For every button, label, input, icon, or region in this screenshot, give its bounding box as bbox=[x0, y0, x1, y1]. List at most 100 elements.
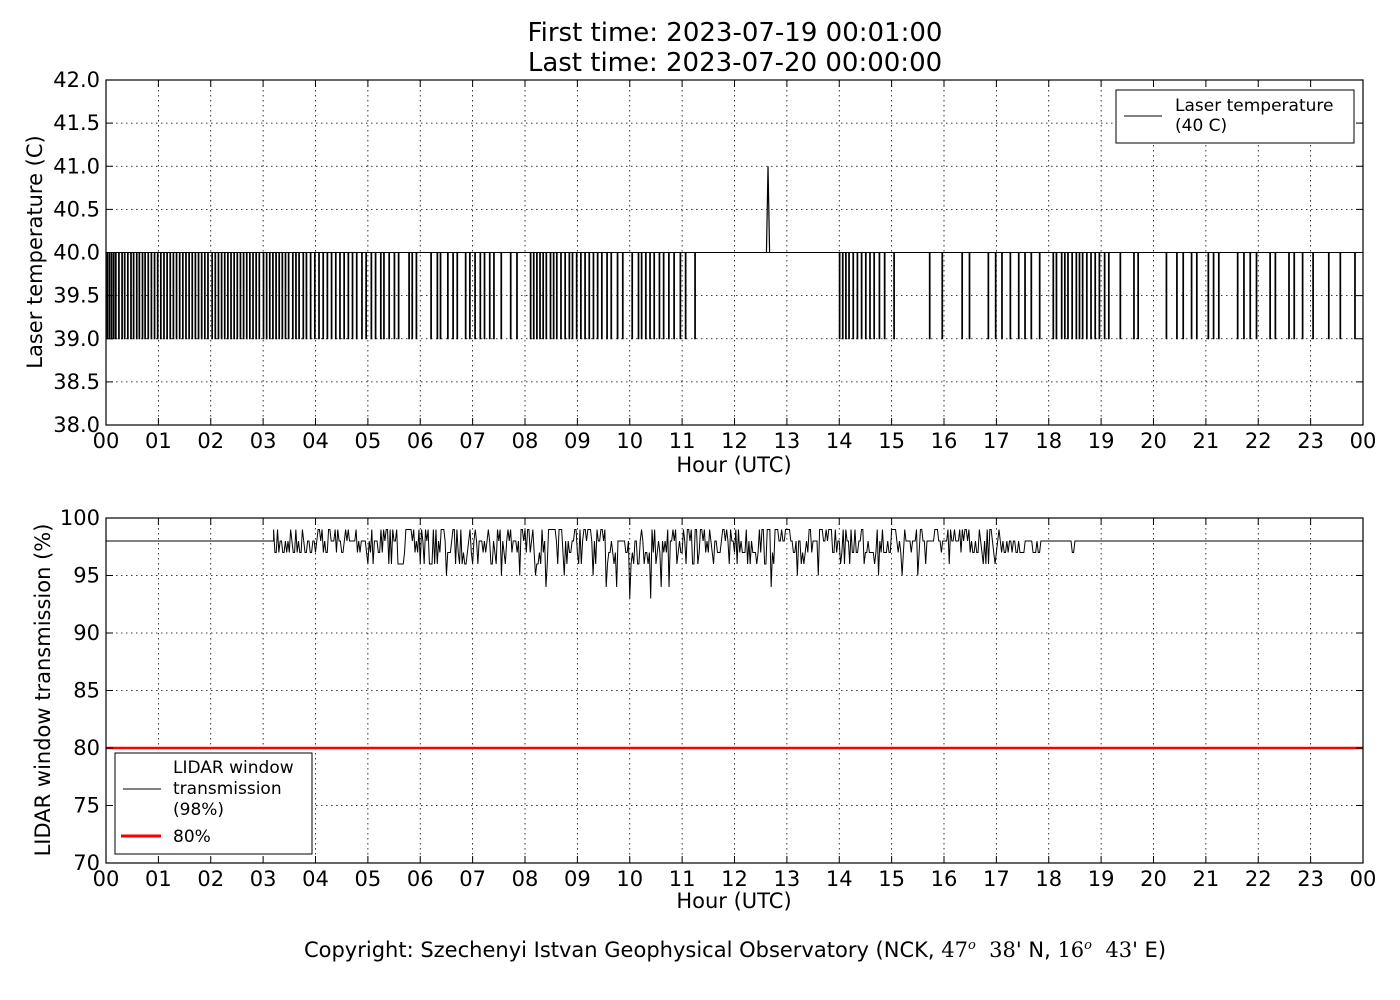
x-tick-label: 00 bbox=[1350, 867, 1377, 891]
y-ticks: 38.0 38.5 39.0 39.5 40.0 40.5 41.0 41.5 42.0 bbox=[53, 68, 1363, 437]
y-tick-label: 42.0 bbox=[53, 68, 100, 92]
x-tick-label: 11 bbox=[669, 429, 696, 453]
longitude-direction: E bbox=[1144, 938, 1158, 962]
x-tick-label: 00 bbox=[93, 867, 120, 891]
x-tick-label: 15 bbox=[878, 429, 905, 453]
x-tick-label: 13 bbox=[774, 429, 801, 453]
x-axis-label: Hour (UTC) bbox=[676, 453, 791, 477]
y-tick-label: 70 bbox=[73, 851, 100, 875]
y-axis-label: LIDAR window transmission (%) bbox=[31, 524, 55, 857]
x-tick-label: 14 bbox=[826, 429, 853, 453]
latitude-minutes: 38 bbox=[989, 938, 1016, 962]
y-tick-label: 80 bbox=[73, 736, 100, 760]
x-tick-label: 19 bbox=[1088, 867, 1115, 891]
x-tick-label: 07 bbox=[459, 429, 486, 453]
y-ticks: 70 75 80 85 90 95 100 bbox=[60, 506, 1363, 875]
longitude-minutes: 43 bbox=[1105, 938, 1133, 962]
x-tick-label: 05 bbox=[355, 867, 382, 891]
series-line-lidar-transmission bbox=[106, 529, 1363, 599]
y-tick-label: 85 bbox=[73, 679, 100, 703]
x-tick-label: 08 bbox=[512, 867, 539, 891]
plot-area bbox=[106, 529, 1363, 750]
y-tick-label: 40.0 bbox=[53, 241, 100, 265]
latitude-degrees: 47 bbox=[941, 938, 968, 962]
x-tick-label: 07 bbox=[459, 867, 486, 891]
x-tick-label: 00 bbox=[1350, 429, 1377, 453]
legend-label-line2: (40 C) bbox=[1175, 116, 1227, 136]
longitude-degrees: 16 bbox=[1057, 938, 1085, 962]
x-ticks: 00 01 02 03 04 05 06 07 08 09 10 11 12 13 14 15 16 17 18 19… bbox=[93, 518, 1377, 891]
x-tick-label: 16 bbox=[931, 867, 958, 891]
x-tick-label: 06 bbox=[407, 867, 434, 891]
y-tick-label: 100 bbox=[60, 506, 100, 530]
x-tick-label: 12 bbox=[721, 867, 748, 891]
x-tick-label: 18 bbox=[1035, 429, 1062, 453]
y-tick-label: 90 bbox=[73, 621, 100, 645]
x-tick-label: 11 bbox=[669, 867, 696, 891]
plot-area bbox=[106, 166, 1363, 340]
chart-title-last-time: Last time: 2023-07-20 00:00:00 bbox=[527, 48, 943, 78]
y-tick-label: 95 bbox=[73, 564, 100, 588]
legend-label-80: 80% bbox=[173, 827, 211, 847]
x-tick-label: 00 bbox=[93, 429, 120, 453]
x-tick-label: 04 bbox=[302, 429, 329, 453]
x-tick-label: 05 bbox=[355, 429, 382, 453]
x-tick-label: 10 bbox=[616, 429, 643, 453]
y-tick-label: 41.5 bbox=[53, 111, 100, 135]
legend: Laser temperature (40 C) bbox=[1115, 89, 1355, 144]
legend: LIDAR window transmission (98%) 80% bbox=[114, 752, 313, 855]
legend-label-line2: transmission bbox=[173, 779, 282, 799]
x-tick-label: 14 bbox=[826, 867, 853, 891]
lidar-transmission-panel: 00 01 02 03 04 05 06 07 08 09 10 11 12 13 14 15 16 17 18 19… bbox=[31, 506, 1376, 913]
x-tick-label: 12 bbox=[721, 429, 748, 453]
legend-label-line1: LIDAR window bbox=[173, 758, 294, 778]
x-tick-label: 13 bbox=[774, 867, 801, 891]
x-tick-label: 17 bbox=[983, 867, 1010, 891]
x-tick-label: 03 bbox=[250, 867, 277, 891]
y-tick-label: 40.5 bbox=[53, 197, 100, 221]
x-tick-label: 08 bbox=[512, 429, 539, 453]
x-tick-label: 09 bbox=[564, 429, 591, 453]
y-tick-label: 38.5 bbox=[53, 370, 100, 394]
x-ticks: 00 01 02 03 04 05 06 07 08 09 10 11 12 13 14 15 16 17 18 19… bbox=[93, 80, 1377, 453]
x-tick-label: 02 bbox=[197, 867, 224, 891]
x-tick-label: 09 bbox=[564, 867, 591, 891]
x-tick-label: 22 bbox=[1245, 867, 1272, 891]
y-tick-label: 39.5 bbox=[53, 284, 100, 308]
copyright-footer: Copyright: Szechenyi Istvan Geophysical … bbox=[303, 938, 1167, 962]
x-tick-label: 02 bbox=[197, 429, 224, 453]
chart-title-first-time: First time: 2023-07-19 00:01:00 bbox=[527, 18, 943, 48]
x-tick-label: 10 bbox=[616, 867, 643, 891]
x-tick-label: 06 bbox=[407, 429, 434, 453]
x-tick-label: 19 bbox=[1088, 429, 1115, 453]
x-tick-label: 17 bbox=[983, 429, 1010, 453]
x-tick-label: 15 bbox=[878, 867, 905, 891]
legend-label-line1: Laser temperature bbox=[1175, 96, 1333, 116]
x-tick-label: 18 bbox=[1035, 867, 1062, 891]
copyright-text: Copyright: Szechenyi Istvan Geophysical … bbox=[303, 938, 942, 962]
x-tick-label: 20 bbox=[1140, 429, 1167, 453]
y-axis-label: Laser temperature (C) bbox=[23, 135, 47, 368]
x-tick-label: 20 bbox=[1140, 867, 1167, 891]
x-tick-label: 16 bbox=[931, 429, 958, 453]
x-tick-label: 21 bbox=[1193, 429, 1220, 453]
x-tick-label: 04 bbox=[302, 867, 329, 891]
series-line-laser-temperature bbox=[106, 252, 1363, 340]
x-axis-label: Hour (UTC) bbox=[676, 889, 791, 913]
x-tick-label: 03 bbox=[250, 429, 277, 453]
temperature-spike bbox=[765, 166, 771, 253]
laser-temperature-panel: 00 01 02 03 04 05 06 07 08 09 10 11 12 13 14 15 16 17 18 19… bbox=[23, 68, 1376, 477]
x-tick-label: 01 bbox=[145, 429, 172, 453]
y-tick-label: 38.0 bbox=[53, 413, 100, 437]
latitude-direction: N bbox=[1028, 938, 1045, 962]
y-tick-label: 75 bbox=[73, 794, 100, 818]
y-tick-label: 41.0 bbox=[53, 154, 100, 178]
legend-label-line3: (98%) bbox=[173, 800, 224, 820]
x-tick-label: 21 bbox=[1193, 867, 1220, 891]
x-tick-label: 23 bbox=[1297, 867, 1324, 891]
y-tick-label: 39.0 bbox=[53, 327, 100, 351]
x-tick-label: 01 bbox=[145, 867, 172, 891]
x-tick-label: 22 bbox=[1245, 429, 1272, 453]
x-tick-label: 23 bbox=[1297, 429, 1324, 453]
